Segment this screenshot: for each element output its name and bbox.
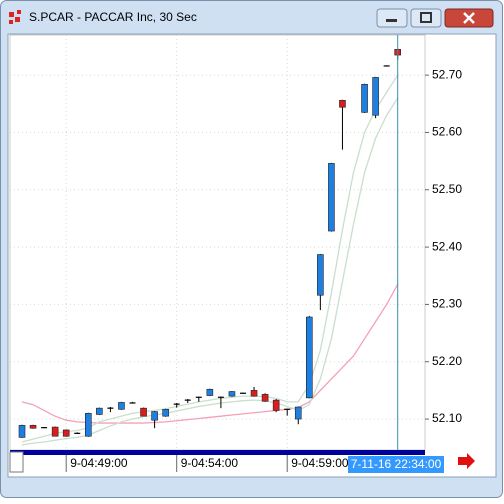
candle-body bbox=[62, 429, 70, 437]
candle-body bbox=[51, 426, 59, 437]
x-tick-label: 9-04:54:00 bbox=[181, 456, 239, 470]
x-tick-label: 9-04:59:00 bbox=[291, 456, 349, 470]
candle-body bbox=[96, 407, 103, 415]
y-tick-label: 52.30 bbox=[432, 297, 462, 311]
y-tick-label: 52.60 bbox=[432, 125, 462, 139]
close-icon bbox=[463, 12, 475, 24]
candle-body bbox=[361, 83, 368, 113]
time-bar bbox=[10, 450, 425, 455]
minimize-icon bbox=[386, 19, 397, 22]
overlay-line bbox=[21, 284, 399, 424]
plot-area bbox=[9, 34, 426, 451]
y-tick-label: 52.10 bbox=[432, 411, 462, 425]
candle-body bbox=[305, 316, 313, 399]
cursor-label: 7-11-16 22:34:00 bbox=[351, 457, 442, 471]
app-icon bbox=[9, 10, 21, 24]
candle-body bbox=[228, 391, 236, 397]
candle-body bbox=[250, 390, 258, 397]
candle-body bbox=[29, 425, 37, 429]
x-tick-label: 9-04:49:00 bbox=[70, 456, 128, 470]
maximize-button[interactable] bbox=[410, 8, 442, 28]
candle-body bbox=[206, 388, 214, 396]
y-tick-label: 52.50 bbox=[432, 182, 462, 196]
candle-body bbox=[328, 163, 335, 232]
y-tick-label: 52.40 bbox=[432, 239, 462, 253]
candle-body bbox=[118, 402, 125, 410]
overlay-line bbox=[21, 74, 399, 443]
maximize-icon bbox=[420, 12, 432, 23]
overlay-line bbox=[21, 97, 399, 446]
candle-body bbox=[151, 411, 158, 421]
candle-body bbox=[85, 413, 92, 437]
plot: 52.10 52.20 52.30 52.40 52.50 52.60 52.70 9-04:… bbox=[10, 35, 462, 473]
candle-body bbox=[261, 394, 269, 402]
candle-body bbox=[18, 425, 26, 438]
candle-body bbox=[339, 100, 346, 108]
candle-body bbox=[272, 399, 280, 411]
cursor-label-box bbox=[348, 456, 444, 473]
candle-body bbox=[294, 406, 302, 420]
candle-body bbox=[317, 254, 324, 296]
candle-body bbox=[140, 407, 147, 417]
y-tick-label: 52.70 bbox=[432, 67, 462, 81]
candle-body bbox=[162, 409, 169, 417]
minimize-button[interactable] bbox=[376, 8, 408, 28]
scroll-arrow[interactable] bbox=[458, 453, 475, 469]
y-tick-label: 52.20 bbox=[432, 354, 462, 368]
candle-body bbox=[372, 77, 379, 116]
window-title: S.PCAR - PACCAR Inc, 30 Sec bbox=[29, 10, 197, 24]
scroll-box[interactable] bbox=[9, 451, 24, 473]
